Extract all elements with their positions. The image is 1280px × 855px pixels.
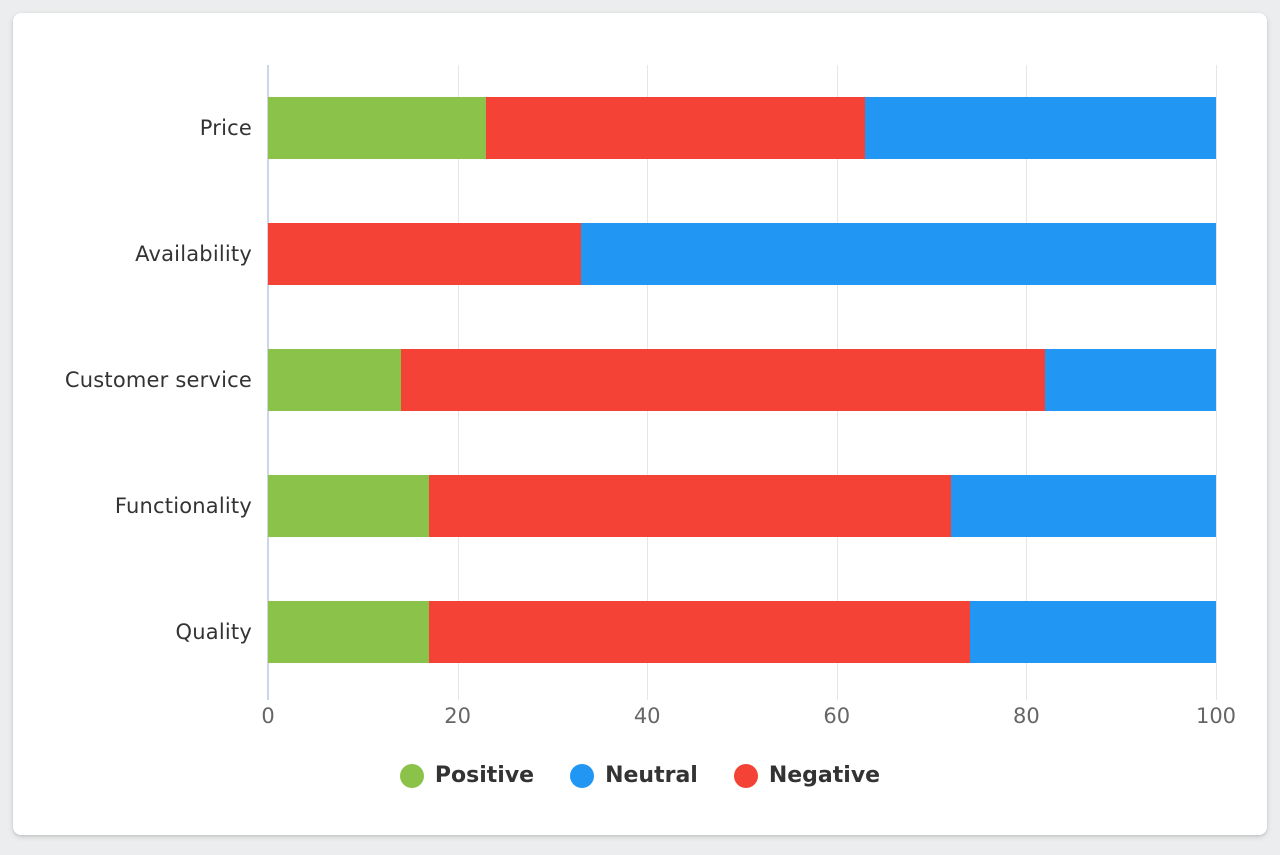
chart-legend: Positive Neutral Negative xyxy=(13,763,1267,788)
legend-label: Negative xyxy=(768,763,881,788)
x-tick-label: 60 xyxy=(823,704,851,728)
chart-card: Price Availability Customer service Functio… xyxy=(13,13,1267,835)
x-tick-label: 20 xyxy=(444,704,471,728)
bar-segment-negative[interactable] xyxy=(429,601,970,663)
x-tick-label: 100 xyxy=(1195,704,1237,728)
bar-segment-negative[interactable] xyxy=(400,349,1046,411)
bar-segment-negative[interactable] xyxy=(268,223,581,285)
x-axis: 0 20 40 60 80 100 xyxy=(261,695,1236,743)
legend-item-neutral[interactable]: Neutral xyxy=(570,763,698,788)
stacked-bar xyxy=(268,223,1216,285)
legend-label: Neutral xyxy=(605,763,698,788)
legend-item-negative[interactable]: Negative xyxy=(733,763,881,788)
stacked-bar xyxy=(268,475,1216,537)
category-row xyxy=(268,65,1216,191)
stacked-bar-chart: Price Availability Customer service Functio… xyxy=(13,65,1267,743)
category-label: Customer service xyxy=(64,368,252,392)
x-tick-label: 40 xyxy=(633,704,661,728)
x-tick-label: 0 xyxy=(261,704,275,728)
category-label: Price xyxy=(199,116,252,140)
bar-segment-negative[interactable] xyxy=(486,97,866,159)
category-row xyxy=(268,317,1216,443)
bar-segment-positive[interactable] xyxy=(268,601,430,663)
bar-segment-neutral[interactable] xyxy=(580,223,1216,285)
bar-segment-positive[interactable] xyxy=(268,97,487,159)
category-label: Quality xyxy=(175,620,252,644)
plot-area xyxy=(267,65,1217,700)
category-label: Functionality xyxy=(114,494,252,518)
category-row xyxy=(268,443,1216,569)
bar-segment-positive[interactable] xyxy=(268,475,430,537)
legend-item-positive[interactable]: Positive xyxy=(399,763,535,788)
legend-marker-positive-icon xyxy=(399,763,424,788)
bar-segment-neutral[interactable] xyxy=(969,601,1216,663)
bar-segment-neutral[interactable] xyxy=(950,475,1216,537)
gridline xyxy=(1216,65,1217,700)
legend-label: Positive xyxy=(434,763,535,788)
stacked-bar xyxy=(268,601,1216,663)
bar-segment-negative[interactable] xyxy=(429,475,951,537)
x-tick-label: 80 xyxy=(1013,704,1040,728)
category-labels-column: Price Availability Customer service Functio… xyxy=(13,65,268,743)
category-row xyxy=(268,191,1216,317)
category-label: Availability xyxy=(135,242,252,266)
legend-marker-neutral-icon xyxy=(570,763,595,788)
bar-segment-positive[interactable] xyxy=(268,349,401,411)
legend-marker-negative-icon xyxy=(733,763,758,788)
bar-segment-neutral[interactable] xyxy=(1045,349,1216,411)
category-row xyxy=(268,569,1216,695)
bar-segment-neutral[interactable] xyxy=(865,97,1216,159)
stacked-bar xyxy=(268,97,1216,159)
stacked-bar xyxy=(268,349,1216,411)
plot-column: 0 20 40 60 80 100 xyxy=(261,65,1236,743)
